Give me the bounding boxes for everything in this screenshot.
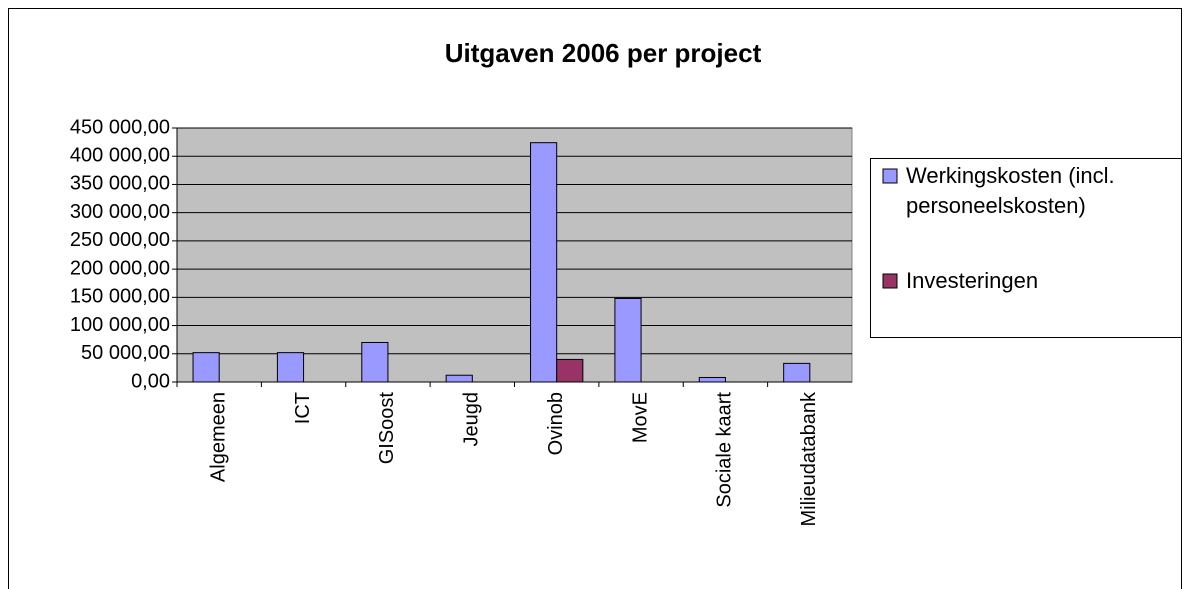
y-tick-label: 450 000,00 — [70, 116, 170, 138]
x-tick-label: Sociale kaart — [714, 392, 736, 508]
bar — [445, 374, 473, 383]
legend-swatch — [882, 273, 898, 289]
y-tick-label: 100 000,00 — [70, 314, 170, 336]
y-tick-label: 350 000,00 — [70, 173, 170, 195]
bar — [698, 376, 726, 383]
y-tick-label: 300 000,00 — [70, 201, 170, 223]
y-tick-label: 200 000,00 — [70, 257, 170, 279]
bar — [556, 358, 584, 383]
bar — [192, 352, 220, 383]
legend-label-box: Werkingskosten (incl. personeelskosten) — [906, 163, 1115, 218]
x-tick-label: Ovinob — [545, 392, 567, 455]
bar — [361, 341, 389, 383]
legend-label-box: Investeringen — [906, 268, 1039, 293]
chart-title: Uitgaven 2006 per project — [445, 38, 762, 68]
bar — [614, 297, 642, 383]
x-tick-label: ICT — [292, 392, 314, 424]
x-tick-label: MovE — [629, 392, 651, 443]
x-tick-label: GISoost — [376, 392, 398, 465]
y-tick-label: 50 000,00 — [81, 342, 170, 364]
legend-label: Werkingskosten (incl. personeelskosten) — [906, 163, 1115, 218]
x-tick-label: Algemeen — [207, 392, 229, 482]
legend-swatch — [882, 168, 898, 184]
x-tick-label: Jeugd — [461, 392, 483, 447]
y-tick-label: 400 000,00 — [70, 145, 170, 167]
y-tick-label: 250 000,00 — [70, 229, 170, 251]
bar — [276, 352, 305, 383]
y-tick-label: 0,00 — [131, 370, 170, 392]
y-tick-label: 150 000,00 — [70, 286, 170, 308]
x-tick-label: Milieudatabank — [798, 391, 820, 527]
plot-area — [176, 127, 853, 383]
legend-label: Investeringen — [906, 268, 1039, 293]
bar — [530, 142, 558, 383]
bar — [783, 362, 811, 383]
legend-box — [870, 158, 1182, 338]
